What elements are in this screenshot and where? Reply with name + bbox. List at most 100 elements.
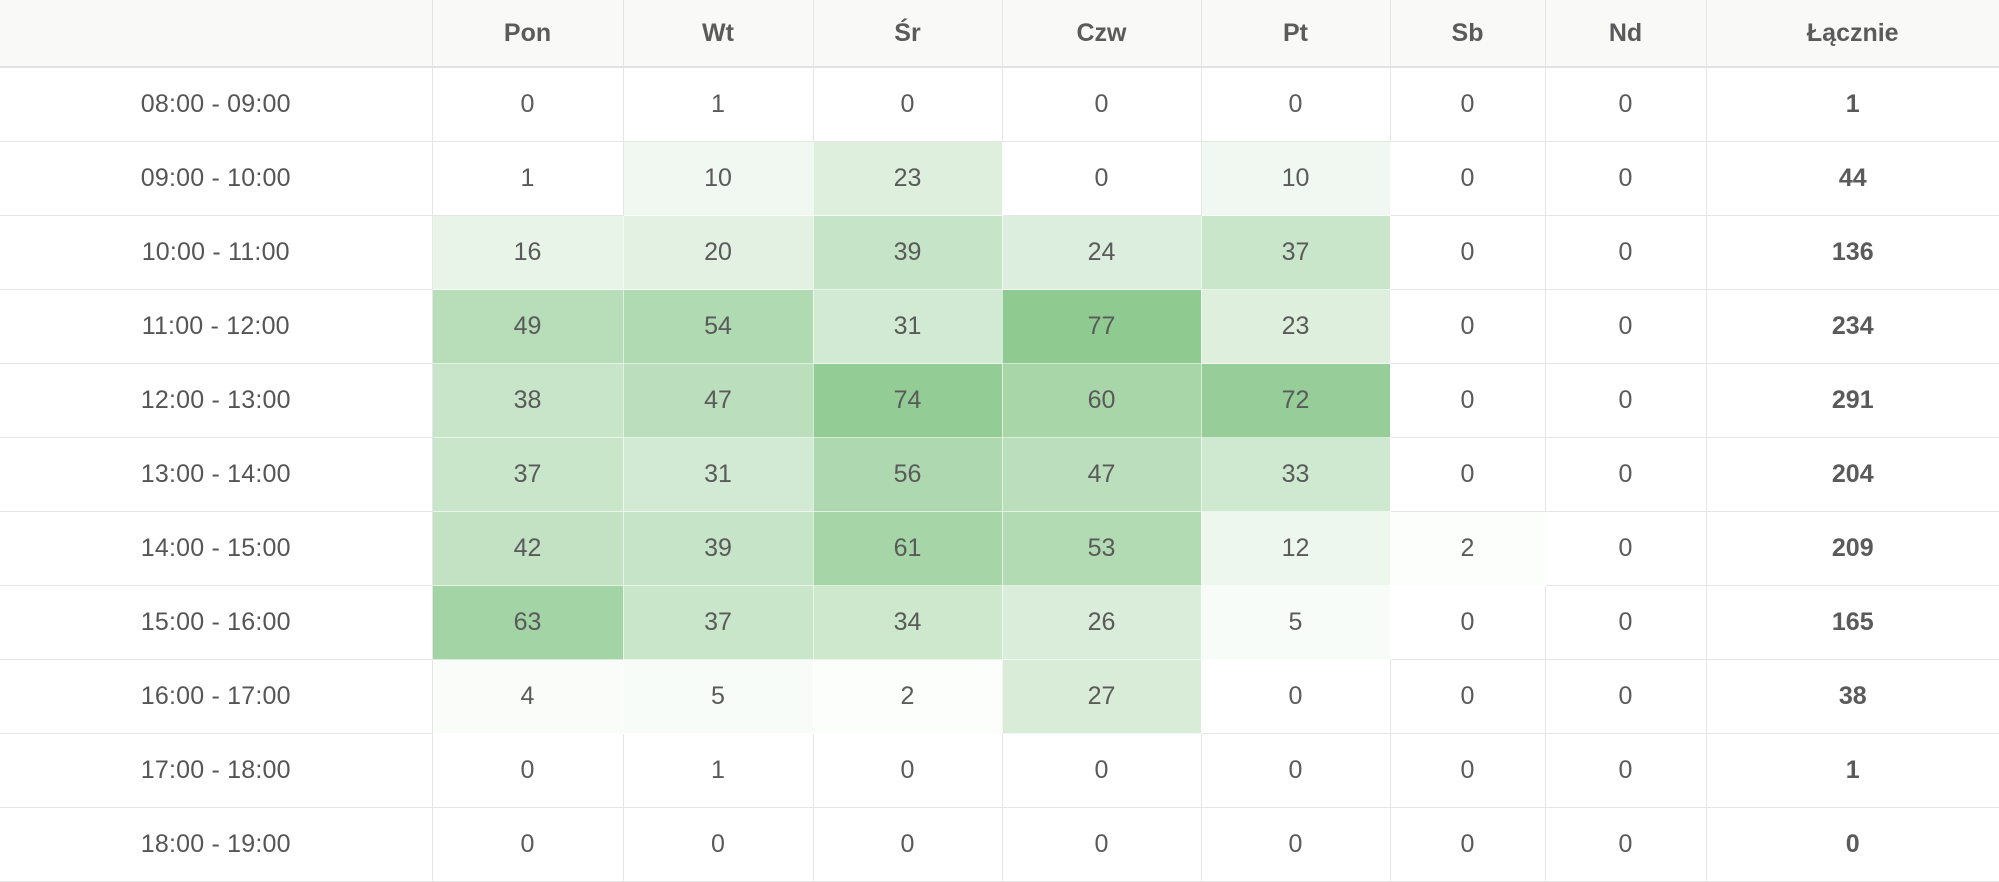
heat-cell-czw: 53 [1002,511,1202,586]
table-row: 10:00 - 11:00 16 20 39 24 37 0 0 136 [0,215,1999,290]
time-slot-label: 14:00 - 15:00 [0,511,433,586]
header-sb: Sb [1390,0,1546,68]
heat-cell-sb: 0 [1390,289,1546,364]
heat-cell-pt: 10 [1201,141,1391,216]
heat-cell-sb: 0 [1390,733,1546,808]
table-body: 08:00 - 09:00 0 1 0 0 0 0 0 1 09:00 - 10:00 1 10 23 0… [0,67,1999,882]
heat-cell-czw: 26 [1002,585,1202,660]
heat-cell-wt: 5 [623,659,814,734]
heat-cell-sr: 2 [813,659,1003,734]
heat-cell-czw: 0 [1002,807,1202,882]
heat-cell-sr: 31 [813,289,1003,364]
time-slot-label: 15:00 - 16:00 [0,585,433,660]
row-total: 1 [1706,67,1999,142]
heat-cell-sr: 0 [813,733,1003,808]
heat-cell-pon: 37 [432,437,624,512]
heat-cell-pon: 0 [432,733,624,808]
heat-cell-sr: 0 [813,807,1003,882]
heat-cell-pt: 0 [1201,733,1391,808]
header-total: Łącznie [1706,0,1999,68]
table-row: 18:00 - 19:00 0 0 0 0 0 0 0 0 [0,807,1999,882]
heat-cell-wt: 39 [623,511,814,586]
heat-cell-pon: 42 [432,511,624,586]
header-pon: Pon [432,0,624,68]
heat-cell-nd: 0 [1545,141,1707,216]
table-row: 11:00 - 12:00 49 54 31 77 23 0 0 234 [0,289,1999,364]
heat-cell-czw: 60 [1002,363,1202,438]
time-slot-label: 13:00 - 14:00 [0,437,433,512]
header-nd: Nd [1545,0,1707,68]
heat-cell-sr: 34 [813,585,1003,660]
heat-cell-pon: 49 [432,289,624,364]
table-row: 16:00 - 17:00 4 5 2 27 0 0 0 38 [0,659,1999,734]
heat-cell-sb: 0 [1390,363,1546,438]
heat-cell-sb: 0 [1390,141,1546,216]
heat-cell-wt: 31 [623,437,814,512]
header-sr: Śr [813,0,1003,68]
heat-cell-czw: 24 [1002,215,1202,290]
heat-cell-pt: 12 [1201,511,1391,586]
header-pt: Pt [1201,0,1391,68]
time-slot-label: 12:00 - 13:00 [0,363,433,438]
heat-cell-sb: 0 [1390,67,1546,142]
header-wt: Wt [623,0,814,68]
time-slot-label: 08:00 - 09:00 [0,67,433,142]
heat-cell-wt: 37 [623,585,814,660]
heat-cell-czw: 27 [1002,659,1202,734]
heat-cell-pt: 33 [1201,437,1391,512]
heat-cell-nd: 0 [1545,215,1707,290]
header-czw: Czw [1002,0,1202,68]
row-total: 209 [1706,511,1999,586]
row-total: 165 [1706,585,1999,660]
heat-cell-pt: 0 [1201,807,1391,882]
table-row: 15:00 - 16:00 63 37 34 26 5 0 0 165 [0,585,1999,660]
heat-cell-pon: 1 [432,141,624,216]
heat-cell-nd: 0 [1545,437,1707,512]
heat-cell-nd: 0 [1545,585,1707,660]
heat-cell-wt: 10 [623,141,814,216]
heat-cell-pt: 23 [1201,289,1391,364]
time-slot-label: 18:00 - 19:00 [0,807,433,882]
table-row: 08:00 - 09:00 0 1 0 0 0 0 0 1 [0,67,1999,142]
heat-cell-nd: 0 [1545,363,1707,438]
heat-cell-pt: 37 [1201,215,1391,290]
heat-cell-nd: 0 [1545,659,1707,734]
time-slot-label: 10:00 - 11:00 [0,215,433,290]
heat-cell-sb: 2 [1390,511,1546,586]
heat-cell-pon: 0 [432,67,624,142]
heat-cell-wt: 0 [623,807,814,882]
heat-cell-sb: 0 [1390,659,1546,734]
heat-cell-pon: 0 [432,807,624,882]
heat-cell-pon: 38 [432,363,624,438]
heat-cell-czw: 77 [1002,289,1202,364]
row-total: 44 [1706,141,1999,216]
heat-cell-sb: 0 [1390,215,1546,290]
heat-cell-sr: 74 [813,363,1003,438]
header-row: Pon Wt Śr Czw Pt Sb Nd Łącznie [0,0,1999,68]
heat-cell-sr: 23 [813,141,1003,216]
heat-cell-nd: 0 [1545,67,1707,142]
heat-cell-pt: 0 [1201,67,1391,142]
heat-cell-sb: 0 [1390,585,1546,660]
heat-cell-czw: 0 [1002,141,1202,216]
heat-cell-sr: 56 [813,437,1003,512]
time-slot-label: 09:00 - 10:00 [0,141,433,216]
heat-cell-wt: 20 [623,215,814,290]
time-slot-label: 11:00 - 12:00 [0,289,433,364]
time-slot-label: 17:00 - 18:00 [0,733,433,808]
heat-cell-nd: 0 [1545,289,1707,364]
heat-cell-nd: 0 [1545,807,1707,882]
row-total: 136 [1706,215,1999,290]
heat-cell-wt: 1 [623,67,814,142]
heat-cell-pt: 5 [1201,585,1391,660]
heat-cell-czw: 0 [1002,733,1202,808]
heat-cell-pt: 72 [1201,363,1391,438]
row-total: 38 [1706,659,1999,734]
heat-cell-sr: 0 [813,67,1003,142]
heat-cell-wt: 54 [623,289,814,364]
row-total: 0 [1706,807,1999,882]
table-header: Pon Wt Śr Czw Pt Sb Nd Łącznie [0,0,1999,68]
heat-cell-sr: 39 [813,215,1003,290]
heat-cell-nd: 0 [1545,511,1707,586]
